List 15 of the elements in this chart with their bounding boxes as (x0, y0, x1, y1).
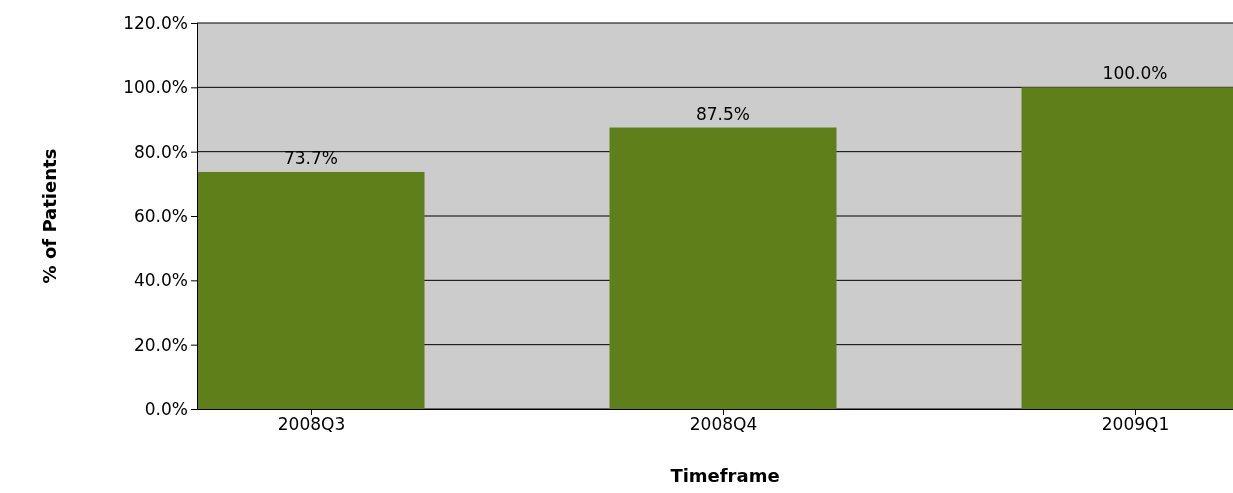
x-tick-label: 2009Q1 (1101, 414, 1170, 435)
y-tick-label: 120.0% (123, 12, 188, 33)
data-label: 100.0% (1102, 63, 1168, 84)
x-tick-label: 2008Q3 (277, 414, 346, 435)
x-axis-title: Timeframe (670, 465, 780, 486)
y-tick-label: 60.0% (133, 205, 188, 226)
data-label: 73.7% (283, 147, 339, 168)
y-tick-label: 40.0% (133, 270, 188, 291)
y-tick-label: 100.0% (123, 77, 188, 98)
y-axis-title: % of Patients (39, 148, 60, 284)
y-tick-label: 0.0% (144, 398, 188, 419)
y-tick-label: 20.0% (133, 334, 188, 355)
x-tick-label: 2008Q4 (689, 414, 758, 435)
data-label: 87.5% (695, 103, 751, 124)
y-tick-label: 80.0% (133, 141, 188, 162)
